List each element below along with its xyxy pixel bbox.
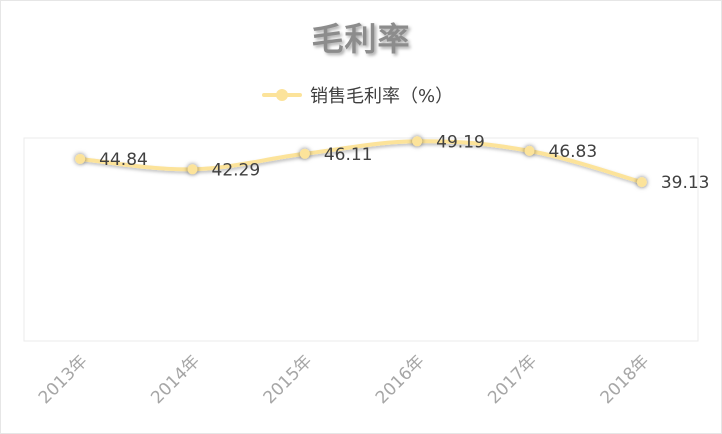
legend-label: 销售毛利率（%） xyxy=(310,86,454,107)
data-label: 46.11 xyxy=(324,145,373,165)
data-point xyxy=(75,153,86,164)
chart-title: 毛利率 xyxy=(311,20,411,58)
x-tick-label: 2017年 xyxy=(484,351,541,408)
data-point xyxy=(524,145,535,156)
x-tick-label: 2016年 xyxy=(372,351,429,408)
x-tick-label: 2015年 xyxy=(260,351,317,408)
data-label: 44.84 xyxy=(99,150,148,170)
chart-legend: 销售毛利率（%） xyxy=(262,82,453,108)
data-point xyxy=(187,164,198,175)
data-label: 39.13 xyxy=(661,173,710,193)
x-tick-label: 2013年 xyxy=(35,351,92,408)
data-label: 42.29 xyxy=(212,160,261,180)
series-line xyxy=(78,139,644,185)
legend-swatch-icon xyxy=(262,88,302,102)
data-label: 46.83 xyxy=(549,142,598,162)
data-point xyxy=(299,148,310,159)
x-tick-label: 2018年 xyxy=(597,351,654,408)
data-label: 49.19 xyxy=(436,132,485,152)
data-point xyxy=(412,136,423,147)
data-point xyxy=(636,177,647,188)
x-tick-label: 2014年 xyxy=(147,351,204,408)
plot-area xyxy=(23,137,699,342)
